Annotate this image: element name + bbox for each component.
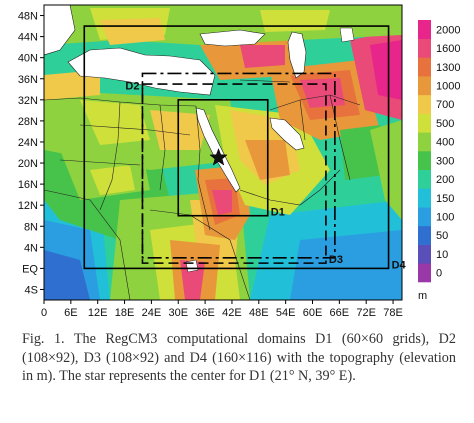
x-tick-label: 54E	[276, 307, 296, 318]
topography-map: D1 D2 D3 D4 0 6E 12E 18E 24E 30E 36E 42E 48E 54E 60E 6…	[18, 4, 460, 319]
figure: D1 D2 D3 D4 0 6E 12E 18E 24E 30E 36E 42E 48E 54E 60E 6…	[18, 4, 460, 319]
x-tick-label: 60E	[303, 307, 323, 318]
y-tick-label: 8N	[24, 221, 38, 233]
colorbar-tick-label: 50	[436, 230, 448, 242]
colorbar-tick-label: 1300	[436, 62, 460, 74]
y-tick-label: 36N	[18, 74, 38, 86]
colorbar-tick-label: 1000	[436, 81, 460, 93]
colorbar-tick-label: 10	[436, 249, 448, 261]
center-star	[209, 148, 228, 166]
x-tick-label: 6E	[64, 307, 77, 318]
colorbar-tick-label: 400	[436, 137, 454, 149]
center-star-marker	[209, 148, 228, 166]
country-boundaries	[44, 79, 361, 300]
map-frame	[43, 4, 403, 301]
domain-boxes	[83, 25, 390, 270]
colorbar-swatch	[418, 188, 431, 208]
x-tick-label: 66E	[330, 307, 350, 318]
colorbar-swatch	[418, 225, 431, 245]
x-axis-ticks: 0 6E 12E 18E 24E 30E 36E 42E 48E 54E 60E 66E 72E 78E	[41, 300, 403, 319]
y-tick-label: EQ	[22, 263, 38, 275]
domain-label-d1: D1	[271, 207, 285, 219]
y-axis-ticks: 4S EQ 4N 8N 12N 16N 20N 24N 28N 32N 36N 40N 44N 48N	[18, 11, 44, 296]
colorbar-swatch	[418, 263, 431, 283]
colorbar-tick-label: 200	[436, 174, 454, 186]
domain-box-d3	[141, 83, 327, 264]
y-tick-label: 4S	[25, 284, 38, 296]
y-tick-label: 16N	[18, 179, 38, 191]
domain-label-d4: D4	[392, 259, 407, 271]
colorbar-swatch	[418, 57, 431, 77]
atlantic-nw	[44, 5, 76, 56]
aral-sea	[339, 27, 355, 43]
colorbar-tick-label: 500	[436, 118, 454, 130]
x-tick-label: 0	[41, 307, 47, 318]
colorbar-swatch	[418, 169, 431, 189]
colorbar-tick-label: 300	[436, 155, 454, 167]
colorbar-swatch	[418, 76, 431, 96]
domain-box-d4	[83, 25, 390, 270]
colorbar-tick-label: 700	[436, 99, 454, 111]
colorbar-swatch	[418, 94, 431, 114]
figure-caption: Fig. 1. The RegCM3 computational domains…	[22, 331, 456, 385]
black-sea	[199, 29, 266, 47]
map-background	[44, 5, 402, 300]
y-tick-label: 32N	[18, 95, 38, 107]
y-tick-label: 12N	[18, 200, 38, 212]
domain-labels: D1 D2 D3 D4	[125, 80, 406, 271]
y-tick-label: 40N	[18, 53, 38, 65]
x-tick-label: 12E	[88, 307, 108, 318]
colorbar-tick-label: 150	[436, 193, 454, 205]
colorbar-swatch	[418, 20, 431, 40]
colorbar-swatch	[418, 38, 431, 58]
colorbar-swatch	[418, 207, 431, 227]
x-tick-label: 72E	[356, 307, 376, 318]
domain-box-d2	[141, 72, 336, 259]
x-tick-label: 24E	[142, 307, 162, 318]
x-tick-label: 48E	[249, 307, 269, 318]
y-tick-label: 48N	[18, 11, 38, 23]
y-tick-label: 4N	[24, 242, 38, 254]
colorbar-swatch	[418, 151, 431, 171]
colorbar-swatch	[418, 244, 431, 264]
x-tick-label: 78E	[383, 307, 403, 318]
colorbar-tick-label: 100	[436, 212, 454, 224]
colorbar-swatch	[418, 113, 431, 133]
colorbar-tick-label: 1600	[436, 43, 460, 55]
y-tick-label: 44N	[18, 32, 38, 44]
domain-box-d1	[177, 99, 269, 217]
domain-label-d2: D2	[125, 80, 139, 92]
persian-gulf	[269, 117, 305, 151]
colorbar: 0 10 50 100 150 200 300 400 500 700 1000 1300 1600 20…	[418, 20, 460, 302]
x-tick-label: 42E	[222, 307, 242, 318]
lake-victoria	[185, 259, 199, 273]
x-tick-label: 30E	[168, 307, 188, 318]
caspian-sea	[287, 31, 307, 79]
y-tick-label: 24N	[18, 137, 38, 149]
x-tick-label: 36E	[195, 307, 215, 318]
colorbar-tick-label: 0	[436, 268, 442, 280]
colorbar-tick-label: 2000	[436, 24, 460, 36]
y-tick-label: 20N	[18, 158, 38, 170]
colorbar-swatch	[418, 132, 431, 152]
colorbar-unit: m	[418, 290, 427, 302]
x-tick-label: 18E	[115, 307, 135, 318]
y-tick-label: 28N	[18, 116, 38, 128]
domain-label-d3: D3	[329, 254, 343, 266]
